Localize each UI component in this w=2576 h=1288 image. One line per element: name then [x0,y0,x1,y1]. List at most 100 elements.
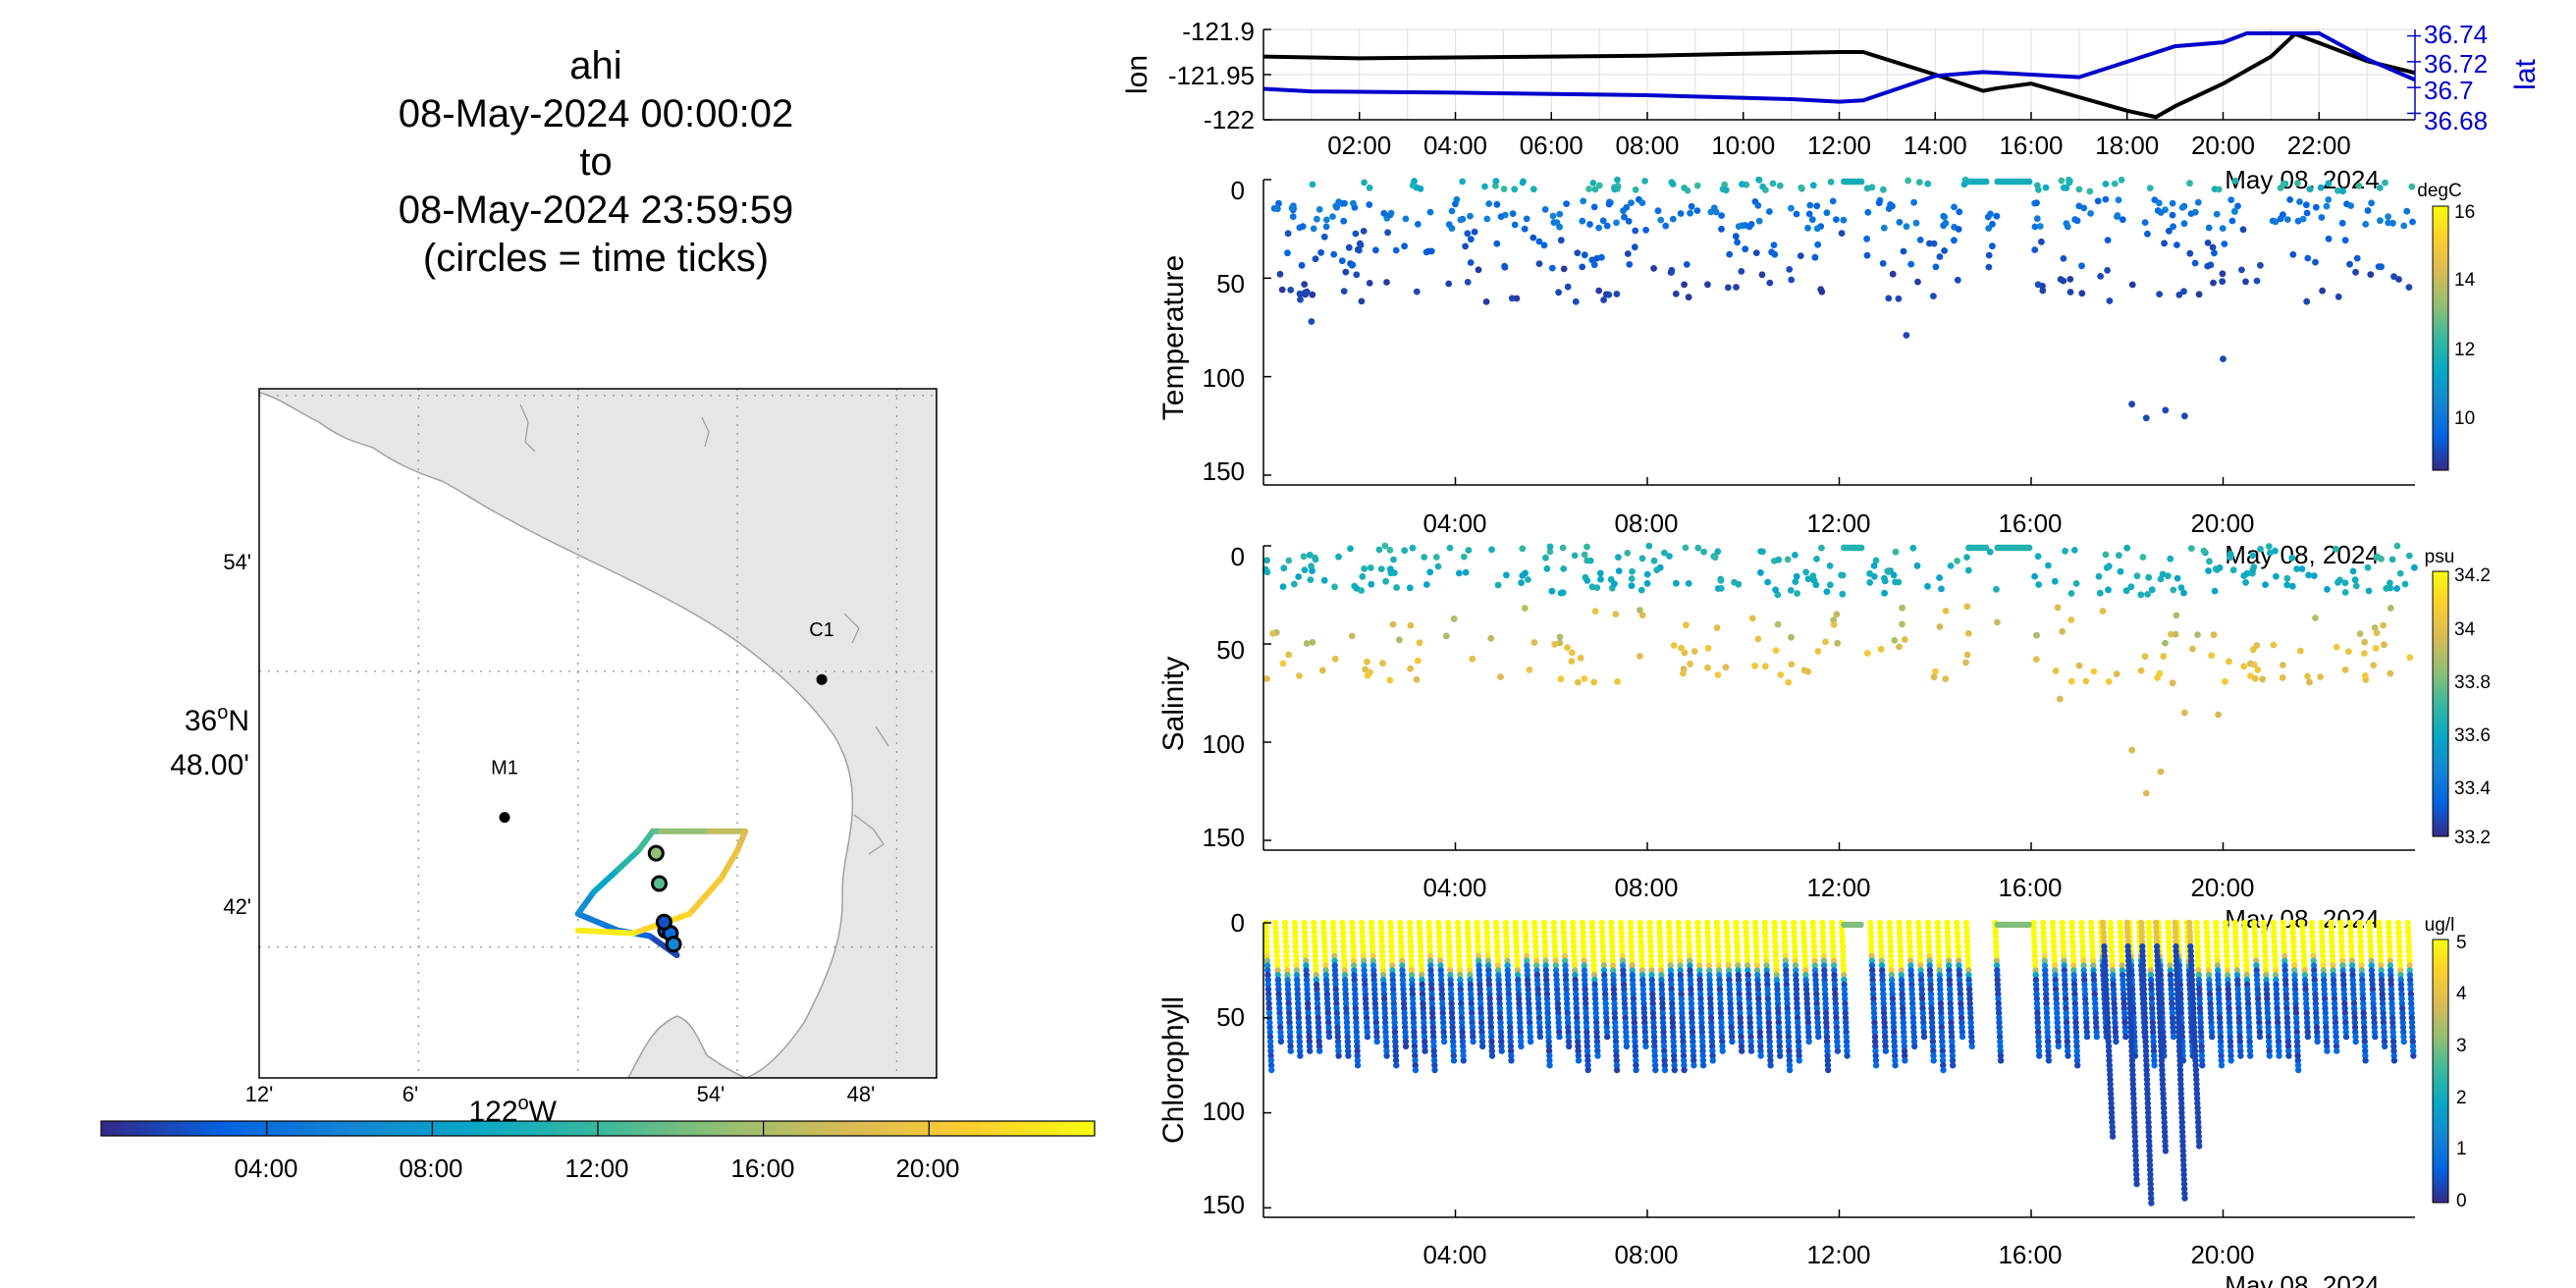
chlorophyll-sample [1638,962,1645,969]
chlorophyll-sample [2111,1000,2118,1007]
chlorophyll-sample [1841,986,1849,993]
temperature-point [2058,177,2066,185]
chlorophyll-sample [1359,919,1366,927]
chlorophyll-sample [1419,986,1426,993]
chlorophyll-sample [1698,1033,1706,1041]
chlorophyll-sample [1276,1019,1284,1026]
chlorophyll-sample [2167,967,2174,974]
chlorophyll-sample [2350,986,2357,993]
chlorophyll-sample [2398,995,2405,1002]
chlorophyll-sample [1477,1014,1485,1022]
temperature-point [1341,199,1348,207]
chlorophyll-sample [1934,924,1942,931]
chlorophyll-sample [1349,934,1357,940]
chlorophyll-sample [2072,1014,2079,1022]
chlorophyll-sample [1959,1019,1965,1026]
chlorophyll-sample [1896,929,1904,936]
chlorophyll-sample [2043,991,2050,997]
chlorophyll-profile [2213,919,2226,1069]
chlorophyll-sample [1811,957,1818,964]
chlorophyll-sample [1410,1014,1418,1022]
chlorophyll-sample [1879,967,1886,974]
chlorophyll-sample [1925,929,1932,936]
chlorophyll-sample [2320,957,2327,964]
chlorophyll-sample [1283,952,1290,960]
chlorophyll-sample [2216,995,2223,1002]
chlorophyll-profile [1319,919,1333,1041]
chlorophyll-sample [1771,924,1778,931]
chlorophyll-sample [1647,962,1655,969]
chlorophyll-sample [2082,1014,2090,1022]
chlorophyll-sample [1785,1033,1793,1041]
chlorophyll-sample [1390,991,1397,997]
chlorophyll-sample [1465,939,1472,945]
temperature-point [1880,224,1888,232]
chlorophyll-sample [1675,919,1683,927]
chlorophyll-sample [2252,947,2259,955]
chlorophyll-sample [1323,981,1330,989]
temperature-point [2042,184,2050,191]
chlorophyll-sample [1287,1043,1294,1050]
chlorophyll-sample [2102,981,2110,989]
chlorophyll-sample [1601,986,1609,993]
chlorophyll-sample [1958,1009,1965,1017]
chlorophyll-profile [2260,919,2273,1059]
chlorophyll-sample [2128,1038,2135,1046]
salinity-point [2025,544,2033,552]
salinity-point [2373,629,2381,636]
chlorophyll-sample [1447,981,1455,989]
chlorophyll-sample [1709,1047,1716,1054]
chlorophyll-sample [1660,1033,1667,1041]
chlorophyll-sample [2360,1000,2367,1007]
salinity-point [1833,611,1841,618]
chlorophyll-sample [2352,1029,2359,1036]
chlorophyll-sample [1623,1029,1630,1036]
chlorophyll-sample [1959,1024,1965,1031]
temperature-point [1954,276,1961,284]
chlorophyll-sample [1907,976,1915,984]
chlorophyll-sample [1638,967,1646,974]
chlorophyll-sample [1928,1014,1936,1022]
chlorophyll-sample [1323,995,1331,1002]
temperature-point [2038,238,2045,245]
chlorophyll-sample [2159,1076,2166,1083]
chlorophyll-sample [2089,957,2097,964]
chlorophyll-sample [2092,1000,2099,1007]
temperature-colorbar [2432,205,2449,471]
chlorophyll-sample [1545,1029,1552,1036]
chlorophyll-sample [1694,929,1701,936]
chlorophyll-sample [1351,967,1358,974]
chlorophyll-sample [2234,986,2241,993]
chlorophyll-sample [2109,957,2116,964]
temperature-point [2186,249,2194,257]
chlorophyll-sample [1633,1057,1639,1064]
chlorophyll-sample [2339,962,2346,969]
chlorophyll-sample [2281,939,2287,945]
chlorophyll-sample [1570,929,1577,936]
temperature-point [1951,203,1958,211]
chlorophyll-sample [2409,1033,2416,1041]
chlorophyll-sample [2321,976,2328,984]
temperature-point [1553,219,1561,227]
temperature-point [1303,288,1311,295]
chlorophyll-sample [2289,939,2297,945]
temperature-point [1766,208,1773,215]
chlorophyll-sample [1536,1024,1543,1031]
chlorophyll-sample [1454,919,1462,927]
chlorophyll-sample [1914,919,1922,927]
chlorophyll-sample [1379,962,1386,969]
salinity-point [1460,553,1468,561]
chlorophyll-sample [1888,952,1895,960]
chlorophyll-sample [2242,939,2249,945]
chlorophyll-sample [1959,1033,1966,1041]
salinity-point [1375,546,1383,554]
chlorophyll-sample [1946,967,1953,974]
chlorophyll-sample [2090,962,2097,969]
salinity-point [1280,564,1288,572]
chlorophyll-sample [1609,962,1617,969]
chlorophyll-sample [1733,934,1741,940]
chlorophyll-sample [1686,947,1692,955]
chlorophyll-sample [2154,962,2162,969]
chlorophyll-sample [1994,967,2001,974]
salinity-point [1361,565,1368,572]
